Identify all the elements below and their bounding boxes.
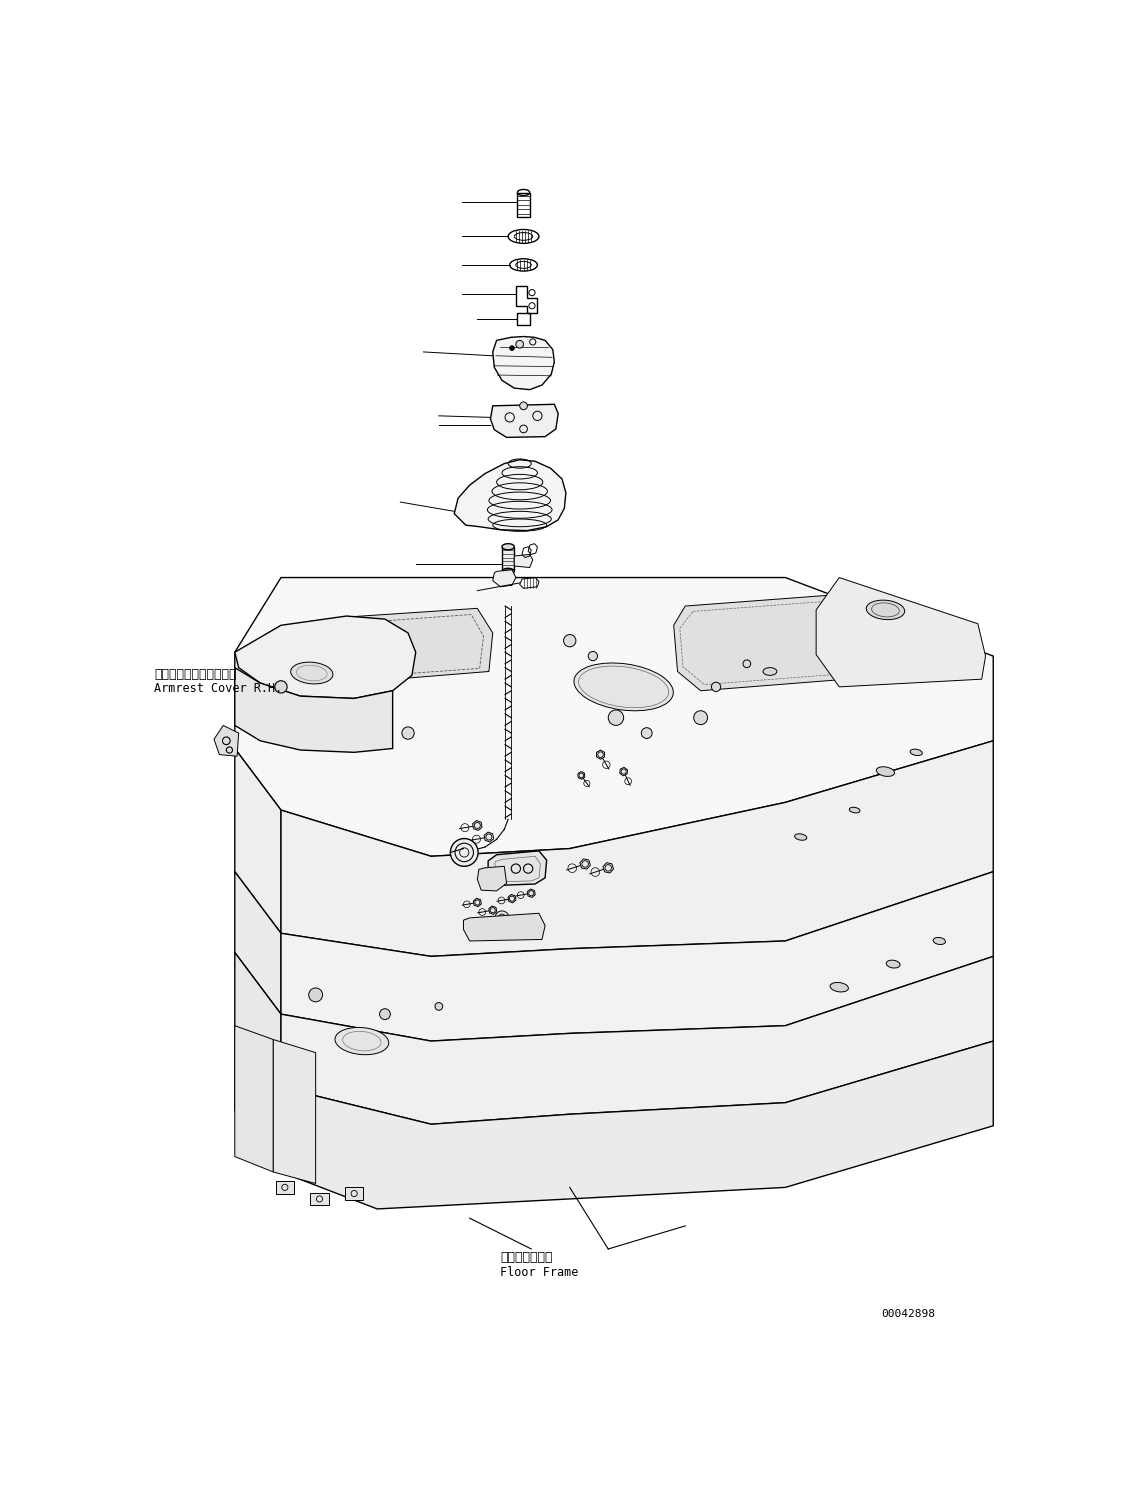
Circle shape: [401, 727, 414, 739]
Circle shape: [563, 634, 576, 646]
Polygon shape: [489, 850, 547, 886]
Polygon shape: [310, 1193, 329, 1205]
Polygon shape: [502, 546, 514, 572]
Polygon shape: [214, 725, 239, 756]
Ellipse shape: [763, 667, 777, 676]
Polygon shape: [477, 867, 507, 890]
Polygon shape: [329, 609, 493, 683]
Polygon shape: [580, 859, 591, 870]
Circle shape: [588, 652, 598, 661]
Polygon shape: [493, 337, 554, 390]
Circle shape: [520, 402, 528, 409]
Polygon shape: [463, 913, 545, 941]
Polygon shape: [345, 1187, 364, 1200]
Polygon shape: [474, 898, 482, 907]
Polygon shape: [619, 767, 627, 776]
Polygon shape: [235, 871, 281, 1014]
Text: フロアフレーム: フロアフレーム: [500, 1251, 553, 1264]
Polygon shape: [281, 742, 993, 956]
Polygon shape: [235, 667, 392, 752]
Circle shape: [451, 838, 478, 867]
Circle shape: [357, 698, 366, 707]
Text: 00042898: 00042898: [882, 1309, 936, 1319]
Polygon shape: [578, 771, 585, 779]
Polygon shape: [235, 578, 993, 856]
Polygon shape: [275, 1181, 294, 1194]
Ellipse shape: [866, 600, 905, 619]
Polygon shape: [673, 594, 866, 691]
Ellipse shape: [574, 663, 673, 710]
Circle shape: [435, 1002, 443, 1010]
Circle shape: [496, 911, 509, 925]
Text: Armrest Cover R.H.: Armrest Cover R.H.: [154, 682, 282, 695]
Ellipse shape: [849, 807, 860, 813]
Polygon shape: [817, 578, 985, 686]
Text: Floor Frame: Floor Frame: [500, 1266, 579, 1279]
Circle shape: [608, 710, 624, 725]
Ellipse shape: [830, 983, 849, 992]
Polygon shape: [281, 956, 993, 1124]
Polygon shape: [508, 895, 516, 902]
Polygon shape: [235, 1026, 993, 1209]
Polygon shape: [235, 953, 281, 1087]
Circle shape: [641, 728, 653, 739]
Ellipse shape: [887, 960, 900, 968]
Polygon shape: [235, 616, 415, 698]
Polygon shape: [281, 871, 993, 1041]
Ellipse shape: [934, 938, 945, 944]
Circle shape: [509, 345, 514, 350]
Polygon shape: [473, 820, 482, 831]
Circle shape: [275, 680, 287, 692]
Polygon shape: [603, 862, 614, 873]
Circle shape: [380, 1008, 390, 1020]
Ellipse shape: [876, 767, 895, 776]
Polygon shape: [493, 570, 516, 587]
Polygon shape: [489, 905, 497, 914]
Ellipse shape: [335, 1027, 389, 1054]
Polygon shape: [235, 1026, 273, 1172]
Circle shape: [694, 710, 708, 725]
Ellipse shape: [502, 569, 514, 575]
Ellipse shape: [795, 834, 806, 840]
Ellipse shape: [290, 663, 333, 683]
Polygon shape: [491, 405, 559, 438]
Circle shape: [743, 660, 750, 667]
Polygon shape: [235, 749, 281, 934]
Circle shape: [309, 987, 322, 1002]
Polygon shape: [514, 554, 533, 567]
Circle shape: [711, 682, 720, 691]
Polygon shape: [454, 460, 565, 530]
Text: アームレストカバー　右: アームレストカバー 右: [154, 669, 236, 682]
Polygon shape: [484, 832, 493, 841]
Ellipse shape: [502, 543, 514, 549]
Polygon shape: [596, 750, 604, 759]
Polygon shape: [528, 889, 536, 898]
Circle shape: [516, 341, 523, 348]
Polygon shape: [273, 1039, 315, 1184]
Ellipse shape: [911, 749, 922, 755]
